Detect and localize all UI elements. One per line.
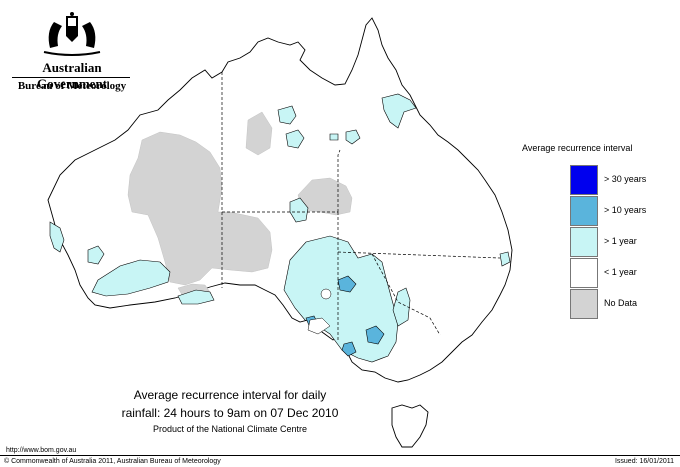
coat-of-arms-logo	[43, 12, 101, 56]
legend-label: > 10 years	[604, 205, 647, 215]
legend-item-over-10-years: > 10 years	[570, 196, 680, 226]
footer-divider	[0, 455, 680, 456]
legend-swatch	[570, 289, 598, 319]
map-title-line-2: rainfall: 24 hours to 9am on 07 Dec 2010	[121, 406, 339, 420]
footer-copyright: © Commonwealth of Australia 2011, Austra…	[4, 458, 221, 465]
legend-item-over-30-years: > 30 years	[570, 165, 680, 195]
legend-label: > 1 year	[604, 236, 637, 246]
tasmania-outline	[391, 404, 429, 448]
government-name: Australian Government	[36, 60, 108, 91]
legend-swatch	[570, 258, 598, 288]
legend-item-no-data: No Data	[570, 289, 680, 319]
legend-label: > 30 years	[604, 174, 647, 184]
legend-swatch	[570, 196, 598, 226]
footer-issued-date: Issued: 16/01/2011	[614, 458, 674, 465]
state-borders	[221, 72, 501, 340]
no-data-regions	[127, 111, 353, 301]
legend-swatch	[570, 165, 598, 195]
legend-label: No Data	[604, 298, 638, 308]
legend-item-under-1-year: < 1 year	[570, 258, 680, 288]
footer-url: http://www.bom.gov.au	[6, 447, 77, 454]
legend-title: Average recurrence interval	[522, 143, 633, 153]
map-title-line-3: Product of the National Climate Centre	[152, 424, 308, 434]
bureau-name: Bureau of Meteorology	[17, 80, 127, 92]
legend-label: < 1 year	[604, 267, 637, 277]
logo-divider	[12, 77, 130, 78]
under-1-year-holes	[307, 288, 332, 335]
map-title-line-1: Average recurrence interval for daily	[133, 388, 327, 402]
legend-item-over-1-year: > 1 year	[570, 227, 680, 257]
legend-swatch	[570, 227, 598, 257]
